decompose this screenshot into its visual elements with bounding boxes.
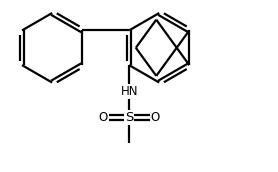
Text: O: O <box>98 111 108 124</box>
Text: O: O <box>151 111 160 124</box>
Text: S: S <box>125 111 133 124</box>
Text: HN: HN <box>120 85 138 98</box>
